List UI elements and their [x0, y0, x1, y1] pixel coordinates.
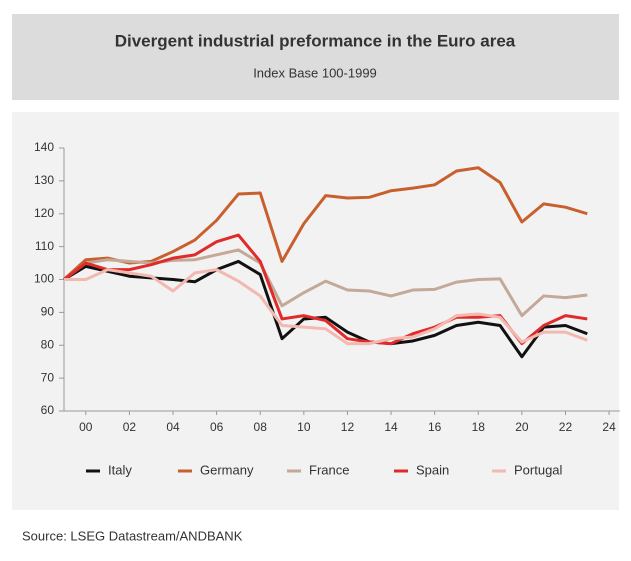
x-tick-label: 12: [341, 420, 355, 434]
series-line: [62, 166, 588, 281]
x-tick-label: 08: [254, 420, 268, 434]
y-tick-label: 130: [34, 173, 54, 187]
x-tick-label: 16: [428, 420, 442, 434]
legend-label: Italy: [108, 462, 132, 477]
legend-label: France: [309, 462, 349, 477]
y-tick-label: 80: [41, 337, 55, 351]
y-tick-label: 90: [41, 305, 55, 319]
legend-label: Germany: [200, 462, 254, 477]
chart-title: Divergent industrial preformance in the …: [115, 31, 516, 50]
series-line: [63, 248, 588, 318]
chart-subtitle: Index Base 100-1999: [253, 65, 377, 80]
x-tick-label: 14: [384, 420, 398, 434]
legend-label: Spain: [416, 462, 449, 477]
x-tick-label: 24: [602, 420, 616, 434]
y-tick-label: 60: [41, 403, 55, 417]
y-tick-label: 70: [41, 370, 55, 384]
x-tick-label: 22: [559, 420, 573, 434]
y-tick-label: 110: [35, 239, 54, 253]
x-tick-label: 18: [472, 420, 486, 434]
source: Source: LSEG Datastream/ANDBANK: [22, 528, 243, 543]
x-tick-label: 06: [210, 420, 224, 434]
x-tick-label: 10: [297, 420, 311, 434]
x-tick-label: 02: [123, 420, 137, 434]
series-line: [63, 233, 588, 346]
y-tick-label: 140: [34, 140, 54, 154]
x-tick-label: 20: [515, 420, 529, 434]
y-tick-label: 120: [34, 206, 54, 220]
x-tick-label: 00: [79, 420, 93, 434]
y-tick-label: 100: [34, 272, 54, 286]
legend-label: Portugal: [514, 462, 563, 477]
series-line: [64, 268, 588, 346]
title-box: [12, 14, 619, 100]
x-tick-label: 04: [166, 420, 180, 434]
